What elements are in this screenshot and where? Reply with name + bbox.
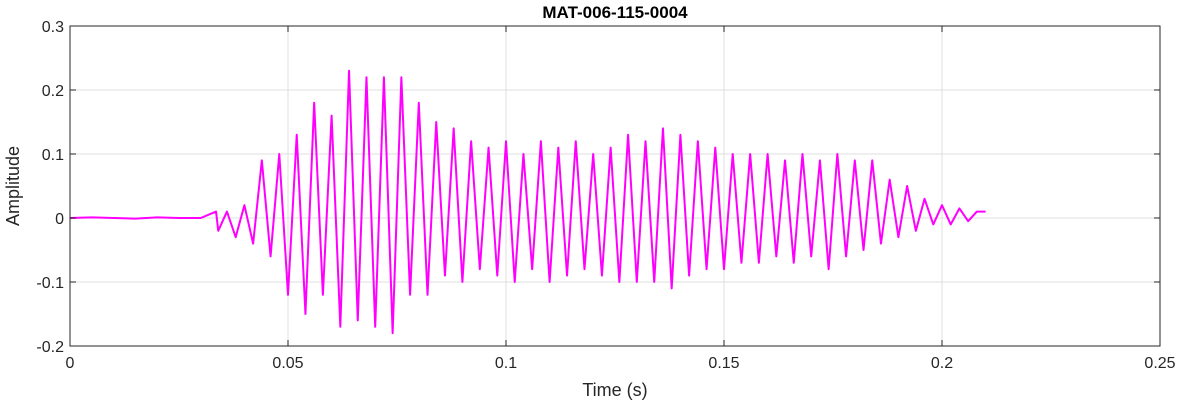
y-tick-label: -0.1: [36, 275, 64, 292]
plot-area-border: [69, 25, 1161, 347]
y-tick-label: -0.2: [36, 339, 64, 356]
x-tick-label: 0.2: [931, 355, 953, 372]
waveform-series-line: [70, 69, 986, 335]
x-tick-label: 0: [66, 355, 75, 372]
y-tick-label: 0.1: [42, 147, 64, 164]
y-axis-label: Amplitude: [3, 146, 23, 226]
x-axis-label: Time (s): [582, 380, 647, 400]
x-tick-label: 0.05: [272, 355, 303, 372]
axis-ticks: 0 0.05 0.1 0.15 0.2 0.25 -0.2 -0.1 0 0.1 0.2 0.3: [36, 19, 1175, 372]
series-group: [70, 69, 986, 335]
x-tick-label: 0.15: [708, 355, 739, 372]
y-tick-label: 0: [55, 211, 64, 228]
x-tick-label: 0.1: [495, 355, 517, 372]
y-tick-label: 0.3: [42, 19, 64, 36]
plot-area-background: [70, 26, 1160, 346]
y-tick-label: 0.2: [42, 83, 64, 100]
x-tick-label: 0.25: [1144, 355, 1175, 372]
chart-title: MAT-006-115-0004: [542, 3, 688, 22]
